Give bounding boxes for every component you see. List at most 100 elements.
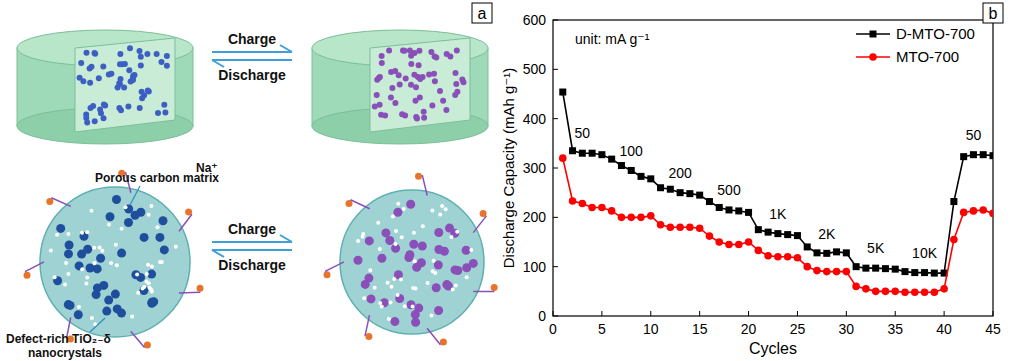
- pore: [63, 283, 67, 287]
- marker: [579, 200, 587, 208]
- nanocrystal: [64, 249, 73, 258]
- nanocrystal: [377, 254, 386, 263]
- marker: [637, 214, 645, 222]
- marker: [882, 265, 889, 272]
- pore: [115, 263, 119, 267]
- nanocrystal: [361, 280, 370, 289]
- legend: D-MTO-700MTO-700: [856, 25, 975, 65]
- pore: [64, 261, 68, 265]
- pore: [465, 275, 469, 279]
- marker: [931, 270, 938, 277]
- particle: [84, 119, 90, 125]
- nanocrystal: [113, 304, 122, 313]
- marker: [559, 154, 567, 162]
- marker: [715, 238, 723, 246]
- nanocrystal: [407, 300, 416, 309]
- y-tick: [553, 217, 558, 218]
- marker: [638, 173, 645, 180]
- pore: [147, 213, 151, 217]
- pore: [454, 284, 458, 288]
- pore: [386, 281, 390, 285]
- pore: [93, 261, 97, 265]
- pore: [412, 231, 416, 235]
- particle: [417, 76, 423, 82]
- nanocrystal: [406, 200, 415, 209]
- nanocrystal: [393, 208, 402, 217]
- pore: [431, 269, 435, 273]
- particle: [379, 60, 385, 66]
- marker: [950, 236, 958, 244]
- ion-path: [473, 216, 486, 233]
- marker: [804, 243, 811, 250]
- marker: [657, 221, 665, 229]
- ion-path: [351, 200, 370, 209]
- marker: [677, 189, 684, 196]
- pore: [376, 221, 380, 225]
- marker: [696, 224, 704, 232]
- pore: [411, 286, 415, 290]
- particle: [118, 76, 124, 82]
- nanocrystal: [385, 236, 394, 245]
- rate-label: 2K: [818, 226, 836, 242]
- line: [563, 158, 993, 292]
- nanocrystal: [365, 236, 374, 245]
- particle: [411, 72, 417, 78]
- leader: [130, 186, 140, 205]
- arrow-head: [280, 45, 292, 52]
- particle: [453, 81, 459, 87]
- particle: [144, 51, 150, 57]
- marker: [755, 247, 763, 255]
- particle: [401, 48, 407, 54]
- pore: [90, 209, 94, 213]
- pore: [396, 293, 400, 297]
- ion-path: [25, 262, 44, 272]
- particle: [126, 67, 132, 73]
- particle: [447, 54, 453, 60]
- x-tick: [748, 311, 749, 316]
- marker: [774, 253, 782, 261]
- marker: [852, 283, 860, 291]
- marker: [735, 207, 742, 214]
- pore: [107, 223, 111, 227]
- pore: [400, 235, 404, 239]
- marker: [891, 288, 899, 296]
- pore: [136, 291, 140, 295]
- y-axis-title: Discharge Capacity (mAh g⁻¹): [500, 68, 517, 268]
- nanocrystal: [440, 247, 449, 256]
- nanocrystal: [434, 306, 443, 315]
- nanocrystal: [131, 211, 140, 220]
- particle: [164, 63, 170, 69]
- particle: [101, 115, 107, 121]
- particle: [92, 50, 98, 56]
- marker: [774, 230, 781, 237]
- nanocrystal: [148, 298, 157, 307]
- particle: [84, 50, 90, 56]
- marker: [618, 162, 625, 169]
- particle: [92, 118, 98, 124]
- marker: [921, 289, 929, 297]
- x-tick: [993, 311, 994, 316]
- marker: [764, 252, 772, 260]
- x-tick: [601, 311, 602, 316]
- marker: [686, 223, 694, 231]
- pore: [399, 278, 403, 282]
- pore: [378, 301, 382, 305]
- y-tick: [553, 118, 558, 119]
- nanocrystal: [411, 318, 420, 327]
- marker: [765, 229, 772, 236]
- nanocrystal: [432, 283, 441, 292]
- marker: [902, 268, 909, 275]
- x-tick: [944, 311, 945, 316]
- marker: [931, 289, 939, 297]
- particle: [403, 76, 409, 82]
- particle: [392, 100, 398, 106]
- rate-label: 500: [717, 182, 741, 198]
- x-tick: [699, 311, 700, 316]
- sodium-ion: [440, 339, 447, 346]
- line: [563, 92, 993, 273]
- particle: [106, 72, 112, 78]
- x-tick: [553, 311, 554, 316]
- panel-letter: b: [989, 5, 998, 22]
- rate-label: 50: [575, 125, 591, 141]
- nanocrystal: [96, 254, 105, 263]
